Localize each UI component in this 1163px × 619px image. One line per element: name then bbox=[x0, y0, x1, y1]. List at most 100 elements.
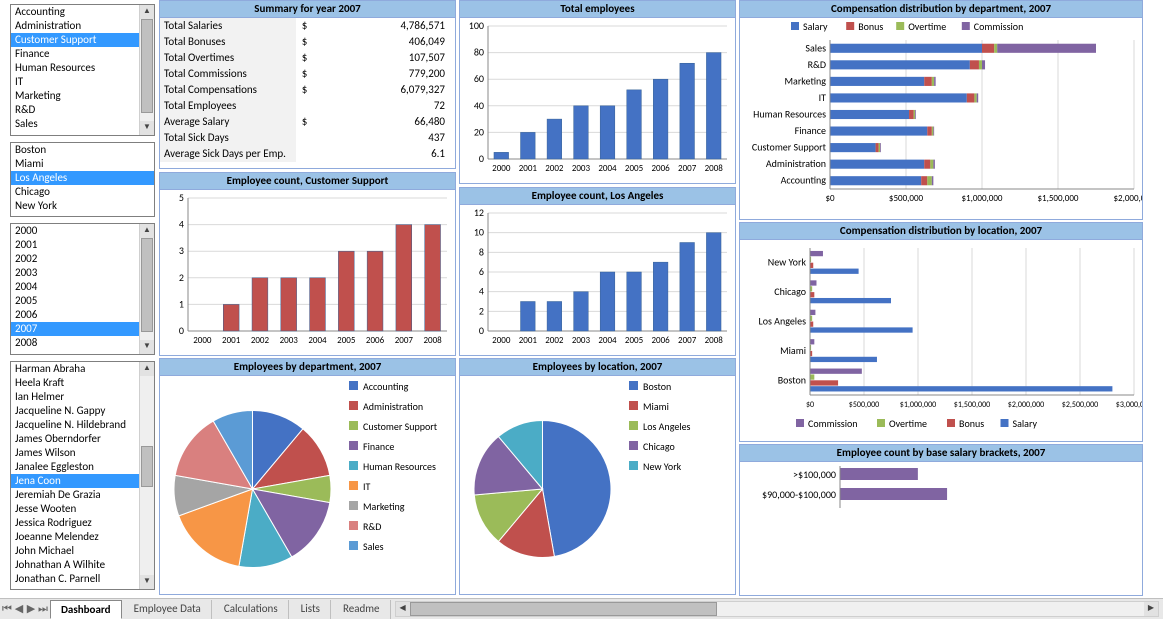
panel-total-employees: Total employees 020406080100200020012002… bbox=[459, 0, 736, 184]
list-item[interactable]: Human Resources bbox=[11, 61, 139, 75]
svg-text:2005: 2005 bbox=[337, 335, 356, 346]
list-item[interactable]: Boston bbox=[11, 143, 154, 157]
svg-text:2007: 2007 bbox=[678, 335, 697, 346]
panel-title: Compensation distribution by department,… bbox=[740, 1, 1142, 18]
list-item[interactable]: Heela Kraft bbox=[11, 376, 139, 390]
sheet-tab[interactable]: Readme bbox=[333, 600, 391, 619]
list-item[interactable]: 2005 bbox=[11, 294, 139, 308]
svg-text:2001: 2001 bbox=[519, 335, 538, 346]
list-item[interactable]: Jeremiah De Grazia bbox=[11, 488, 139, 502]
listbox-year[interactable]: 200020012002200320042005200620072008▲▼ bbox=[10, 223, 155, 355]
list-item[interactable]: Miami bbox=[11, 157, 154, 171]
horizontal-scrollbar[interactable]: ◀ ▶ bbox=[395, 601, 1159, 617]
list-item[interactable]: Finance bbox=[11, 47, 139, 61]
list-item[interactable]: New York bbox=[11, 199, 154, 213]
sheet-tab[interactable]: Calculations bbox=[214, 600, 289, 619]
svg-text:Customer Support: Customer Support bbox=[752, 141, 827, 154]
list-item[interactable]: IT bbox=[11, 75, 139, 89]
list-item[interactable]: Accounting bbox=[11, 5, 139, 19]
svg-text:Salary: Salary bbox=[1013, 417, 1038, 430]
svg-text:Miami: Miami bbox=[780, 344, 806, 357]
svg-text:1: 1 bbox=[179, 297, 184, 310]
list-item[interactable]: James Wilson bbox=[11, 446, 139, 460]
chart-comp-loc: $0$500,000$1,000,000$1,500,000$2,000,000… bbox=[740, 240, 1142, 441]
list-item[interactable]: Administration bbox=[11, 19, 139, 33]
svg-text:Administration: Administration bbox=[363, 400, 423, 413]
svg-text:New York: New York bbox=[643, 460, 682, 473]
svg-text:100: 100 bbox=[469, 19, 484, 32]
list-item[interactable]: Johnathan A Wilhite bbox=[11, 558, 139, 572]
list-item[interactable]: 2008 bbox=[11, 336, 139, 350]
list-item[interactable]: Jacqueline N. Gappy bbox=[11, 404, 139, 418]
panel-salary-brackets: Employee count by base salary brackets, … bbox=[739, 444, 1143, 596]
svg-text:3: 3 bbox=[179, 244, 184, 257]
list-item[interactable]: Jacqueline N. Hildebrand bbox=[11, 418, 139, 432]
list-item[interactable]: Customer Support bbox=[11, 33, 139, 47]
svg-text:Overtime: Overtime bbox=[908, 20, 946, 33]
list-item[interactable]: Jena Coon bbox=[11, 474, 139, 488]
scrollbar[interactable]: ▲▼ bbox=[139, 5, 154, 135]
tab-nav-first[interactable]: ⏮ bbox=[2, 601, 12, 617]
sheet-tab[interactable]: Employee Data bbox=[124, 600, 212, 619]
svg-text:2006: 2006 bbox=[651, 163, 670, 174]
sheet-tab[interactable]: Lists bbox=[291, 600, 331, 619]
svg-text:IT: IT bbox=[363, 480, 371, 493]
svg-text:20: 20 bbox=[474, 125, 484, 138]
list-item[interactable]: James Oberndorfer bbox=[11, 432, 139, 446]
svg-text:2008: 2008 bbox=[423, 335, 442, 346]
svg-text:Human Resources: Human Resources bbox=[363, 460, 436, 473]
svg-text:6: 6 bbox=[479, 265, 484, 278]
svg-text:2000: 2000 bbox=[492, 335, 511, 346]
svg-text:2002: 2002 bbox=[545, 163, 564, 174]
svg-text:R&D: R&D bbox=[363, 520, 381, 533]
panel-title: Employees by location, 2007 bbox=[460, 359, 735, 376]
list-item[interactable]: Los Angeles bbox=[11, 171, 154, 185]
svg-text:IT: IT bbox=[819, 91, 827, 104]
svg-text:New York: New York bbox=[768, 256, 807, 269]
list-item[interactable]: Janalee Eggleston bbox=[11, 460, 139, 474]
listbox-employee[interactable]: Harman AbrahaHeela KraftIan HelmerJacque… bbox=[10, 361, 155, 590]
list-item[interactable]: Sales bbox=[11, 117, 139, 131]
list-item[interactable]: 2006 bbox=[11, 308, 139, 322]
list-item[interactable]: Harman Abraha bbox=[11, 362, 139, 376]
svg-text:8: 8 bbox=[479, 245, 484, 258]
svg-text:2003: 2003 bbox=[572, 335, 591, 346]
svg-text:2005: 2005 bbox=[625, 335, 644, 346]
list-item[interactable]: Ian Helmer bbox=[11, 390, 139, 404]
panel-emp-count-loc: Employee count, Los Angeles 024681012200… bbox=[459, 187, 736, 356]
list-item[interactable]: Jessica Rodriguez bbox=[11, 516, 139, 530]
sheet-tab[interactable]: Dashboard bbox=[50, 600, 122, 619]
summary-row: Total Overtimes$107,507 bbox=[160, 50, 455, 66]
panel-title: Employees by department, 2007 bbox=[160, 359, 455, 376]
list-item[interactable]: 2007 bbox=[11, 322, 139, 336]
list-item[interactable]: 2004 bbox=[11, 280, 139, 294]
tab-nav-last[interactable]: ⏭ bbox=[38, 601, 48, 617]
summary-table: Total Salaries$4,786,571Total Bonuses$40… bbox=[160, 18, 455, 162]
sheet-tabbar: ⏮ ◀ ▶ ⏭ DashboardEmployee DataCalculatio… bbox=[0, 598, 1163, 619]
svg-text:Bonus: Bonus bbox=[858, 20, 883, 33]
list-item[interactable]: R&D bbox=[11, 103, 139, 117]
list-item[interactable]: 2001 bbox=[11, 238, 139, 252]
scrollbar[interactable]: ▲▼ bbox=[139, 362, 154, 589]
summary-row: Total Salaries$4,786,571 bbox=[160, 18, 455, 34]
tab-nav-next[interactable]: ▶ bbox=[26, 601, 36, 617]
listbox-department[interactable]: AccountingAdministrationCustomer Support… bbox=[10, 4, 155, 136]
list-item[interactable]: Joeanne Melendez bbox=[11, 530, 139, 544]
list-item[interactable]: Chicago bbox=[11, 185, 154, 199]
list-item[interactable]: Jesse Wooten bbox=[11, 502, 139, 516]
list-item[interactable]: 2000 bbox=[11, 224, 139, 238]
tab-nav-prev[interactable]: ◀ bbox=[14, 601, 24, 617]
chart-emp-dept: 0123452000200120022003200420052006200720… bbox=[160, 190, 455, 355]
list-item[interactable]: 2002 bbox=[11, 252, 139, 266]
panel-comp-loc: Compensation distribution by location, 2… bbox=[739, 222, 1143, 442]
list-item[interactable]: 2003 bbox=[11, 266, 139, 280]
scrollbar[interactable]: ▲▼ bbox=[139, 224, 154, 354]
svg-text:Marketing: Marketing bbox=[363, 500, 405, 513]
list-item[interactable]: Marketing bbox=[11, 89, 139, 103]
dashboard-main: Summary for year 2007 Total Salaries$4,7… bbox=[159, 0, 1163, 598]
svg-text:R&D: R&D bbox=[808, 58, 826, 71]
list-item[interactable]: John Michael bbox=[11, 544, 139, 558]
listbox-location[interactable]: BostonMiamiLos AngelesChicagoNew York bbox=[10, 142, 155, 217]
svg-text:2000: 2000 bbox=[193, 335, 212, 346]
list-item[interactable]: Jonathan C. Parnell bbox=[11, 572, 139, 586]
